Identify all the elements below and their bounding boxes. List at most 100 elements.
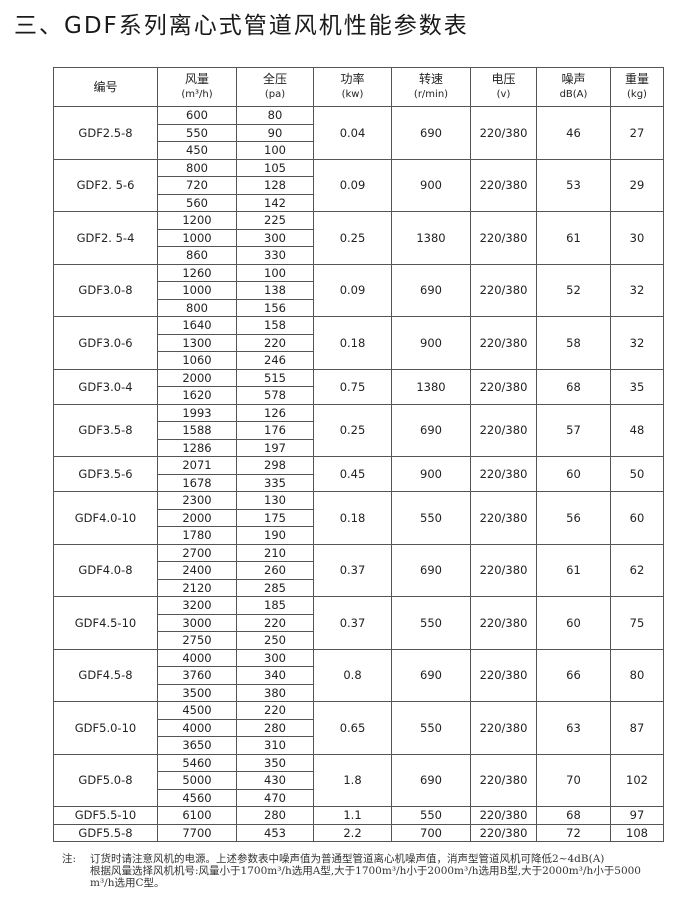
header-unit: (v) — [496, 89, 511, 100]
pressure-cell: 250 — [236, 631, 314, 650]
pressure-cell: 220 — [236, 613, 314, 632]
power-cell: 0.37 — [313, 543, 392, 597]
pressure-cell: 100 — [236, 263, 314, 282]
header-label: 全压 — [262, 72, 287, 86]
model-cell: GDF5.0-10 — [53, 701, 158, 755]
model-cell: GDF2. 5-6 — [53, 158, 158, 212]
flow-cell: 4500 — [157, 701, 237, 720]
table-row: GDF4.0-10 2300 130 0.18 550 220/380 56 60 — [53, 491, 664, 545]
weight-cell: 80 — [610, 648, 664, 702]
header-label: 电压 — [491, 72, 516, 86]
voltage-cell: 220/380 — [470, 158, 537, 212]
model-cell: GDF3.0-8 — [53, 263, 158, 317]
header-label: 转速 — [418, 72, 443, 86]
flow-cell: 1260 — [157, 263, 237, 282]
pressure-cell: 300 — [236, 648, 314, 667]
table-row: GDF2.5-8 600 80 0.04 690 220/380 46 27 — [53, 106, 664, 160]
header-model: 编号 — [53, 67, 158, 107]
header-label: 功率 — [340, 72, 365, 86]
pressure-cell: 220 — [236, 701, 314, 720]
model-cell: GDF5.0-8 — [53, 753, 158, 807]
model-cell: GDF4.5-10 — [53, 596, 158, 650]
voltage-cell: 220/380 — [470, 211, 537, 265]
table-row: 2120 285 — [54, 578, 664, 597]
table-row: 1620 578 — [54, 386, 664, 405]
header-label: 编号 — [93, 79, 118, 94]
speed-cell: 690 — [391, 753, 471, 807]
pressure-cell: 300 — [236, 228, 314, 247]
table-row: GDF5.5-8 7700 453 2.2 700 220/380 72 108 — [53, 823, 664, 842]
speed-cell: 1380 — [391, 368, 471, 405]
noise-cell: 57 — [536, 403, 611, 457]
pressure-cell: 298 — [236, 456, 314, 475]
noise-cell: 72 — [536, 823, 611, 842]
pressure-cell: 176 — [236, 421, 314, 440]
flow-cell: 1993 — [157, 403, 237, 422]
speed-cell: 690 — [391, 543, 471, 597]
power-cell: 1.8 — [313, 753, 392, 807]
noise-cell: 52 — [536, 263, 611, 317]
table-row: GDF4.5-8 4000 300 0.8 690 220/380 66 80 — [53, 648, 664, 702]
pressure-cell: 285 — [236, 578, 314, 597]
flow-cell: 5460 — [157, 753, 237, 772]
header-label: 重量 — [624, 72, 649, 86]
pressure-cell: 130 — [236, 491, 314, 510]
pressure-cell: 158 — [236, 316, 314, 335]
noise-cell: 56 — [536, 491, 611, 545]
flow-cell: 4000 — [157, 648, 237, 667]
voltage-cell: 220/380 — [470, 403, 537, 457]
table-row: 1000 138 — [54, 281, 664, 300]
noise-cell: 60 — [536, 596, 611, 650]
header-unit: (kg) — [627, 89, 647, 100]
power-cell: 1.1 — [313, 806, 392, 825]
weight-cell: 87 — [610, 701, 664, 755]
speed-cell: 900 — [391, 456, 471, 492]
power-cell: 0.75 — [313, 368, 392, 405]
table-row: 4000 280 — [54, 718, 664, 737]
weight-cell: 48 — [610, 403, 664, 457]
flow-cell: 1780 — [157, 526, 237, 545]
flow-cell: 1678 — [157, 473, 237, 492]
flow-cell: 1286 — [157, 438, 237, 457]
pressure-cell: 175 — [236, 508, 314, 527]
header-unit: (pa) — [264, 89, 286, 100]
speed-cell: 690 — [391, 106, 471, 160]
header-speed: 转速 (r/min) — [391, 67, 471, 107]
model-cell: GDF2.5-8 — [53, 106, 158, 160]
voltage-cell: 220/380 — [470, 543, 537, 597]
flow-cell: 3000 — [157, 613, 237, 632]
power-cell: 0.18 — [313, 491, 392, 545]
header-unit: dB(A) — [559, 89, 588, 100]
footnote: 注: 订货时请注意风机的电源。上述参数表中噪声值为普通型管道离心机噪声值，消声型… — [62, 853, 690, 889]
voltage-cell: 220/380 — [470, 648, 537, 702]
flow-cell: 2071 — [157, 456, 237, 475]
table-row: 1286 197 — [54, 438, 664, 457]
voltage-cell: 220/380 — [470, 701, 537, 755]
pressure-cell: 90 — [236, 123, 314, 142]
flow-cell: 1588 — [157, 421, 237, 440]
flow-cell: 550 — [157, 123, 237, 142]
table-row: 1060 246 — [54, 351, 664, 370]
weight-cell: 62 — [610, 543, 664, 597]
header-flow: 风量 (m³/h) — [157, 67, 237, 107]
model-cell: GDF2. 5-4 — [53, 211, 158, 265]
flow-cell: 2400 — [157, 561, 237, 580]
noise-cell: 61 — [536, 543, 611, 597]
pressure-cell: 515 — [236, 368, 314, 387]
table-row: GDF3.0-4 2000 515 0.75 1380 220/380 68 35 — [53, 368, 664, 405]
table-row: GDF3.5-6 2071 298 0.45 900 220/380 60 50 — [53, 456, 664, 492]
flow-cell: 2120 — [157, 578, 237, 597]
flow-cell: 2000 — [157, 508, 237, 527]
flow-cell: 3500 — [157, 683, 237, 702]
weight-cell: 60 — [610, 491, 664, 545]
power-cell: 0.09 — [313, 158, 392, 212]
pressure-cell: 142 — [236, 193, 314, 212]
header-label: 噪声 — [561, 72, 586, 86]
table-row: GDF3.0-8 1260 100 0.09 690 220/380 52 32 — [53, 263, 664, 317]
model-cell: GDF3.0-6 — [53, 316, 158, 370]
pressure-cell: 246 — [236, 351, 314, 370]
weight-cell: 50 — [610, 456, 664, 492]
table-row: 2750 250 — [54, 631, 664, 650]
pressure-cell: 380 — [236, 683, 314, 702]
flow-cell: 4560 — [157, 788, 237, 807]
